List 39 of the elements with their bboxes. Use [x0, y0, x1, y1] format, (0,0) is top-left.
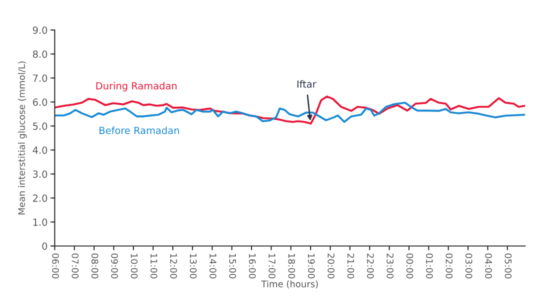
y-tick-label: 5.0 [33, 122, 48, 130]
x-tick-label: 17:00 [268, 254, 276, 278]
x-tick-label: 06:00 [52, 254, 59, 278]
series-label: Before Ramadan [100, 126, 179, 134]
x-tick-label: 21:00 [347, 254, 354, 278]
y-tick-label: 6.0 [32, 98, 48, 106]
x-tick-label: 00:00 [406, 254, 414, 278]
x-tick-label: 04:00 [485, 254, 492, 278]
y-tick-label: 8.0 [32, 50, 48, 58]
x-tick-label: 11:00 [150, 254, 158, 278]
x-tick-label: 20:00 [328, 254, 334, 278]
x-tick-label: 12:00 [170, 254, 178, 278]
y-tick-label: 4.0 [32, 146, 48, 154]
x-axis-title: Time (hours) [261, 280, 318, 288]
annotation: Iftar [297, 80, 316, 88]
y-tick-label: 0 [42, 242, 48, 250]
x-tick-label: 19:00 [308, 254, 315, 278]
x-tick-label: 14:00 [210, 254, 216, 278]
x-tick-label: 22:00 [367, 254, 374, 278]
series-label: During Ramadan [96, 82, 177, 92]
y-tick-label: 1.0 [33, 218, 48, 226]
x-tick-label: 09:00 [111, 254, 118, 278]
x-tick-label: 02:00 [446, 254, 453, 278]
y-tick-label: 3.0 [33, 170, 48, 178]
x-tick-label: 10:00 [130, 254, 138, 278]
x-tick-label: 08:00 [91, 254, 98, 278]
x-tick-label: 18:00 [288, 254, 296, 278]
x-tick-label: 16:00 [248, 254, 256, 278]
y-axis-title: Mean interstitial glucose (mmol/L) [18, 62, 27, 214]
x-tick-label: 03:00 [465, 254, 472, 278]
x-tick-label: 15:00 [229, 254, 236, 278]
x-tick-label: 23:00 [386, 254, 394, 278]
x-tick-label: 13:00 [190, 254, 197, 278]
x-tick-label: 01:00 [426, 254, 433, 278]
x-tick-label: 07:00 [72, 254, 79, 278]
x-tick-label: 05:00 [504, 254, 512, 278]
y-tick-label: 7.0 [33, 74, 48, 82]
y-tick-label: 9.0 [32, 26, 48, 34]
y-tick-label: 2.0 [33, 194, 48, 202]
